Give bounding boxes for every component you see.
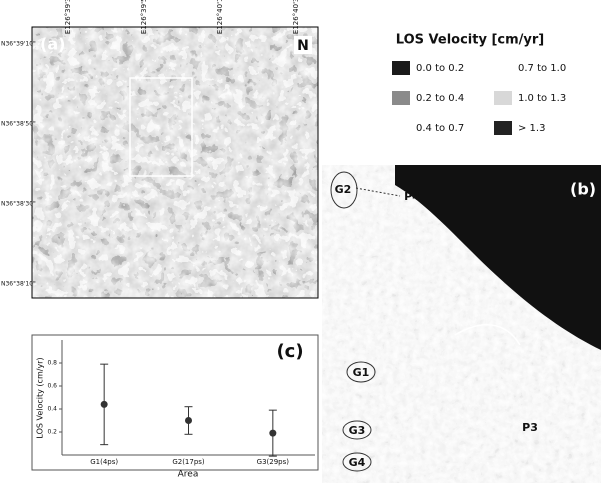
- chart-frame: [31, 334, 319, 471]
- legend-swatch: [392, 91, 410, 105]
- panel-label: (c): [276, 341, 303, 362]
- satellite-image: [32, 27, 318, 298]
- legend-label: 0.4 to 0.7: [416, 123, 464, 134]
- legend-label: 0.7 to 1.0: [518, 63, 566, 74]
- legend-label: 1.0 to 1.3: [518, 93, 566, 104]
- north-box: [294, 36, 312, 54]
- panel-label: (a): [40, 35, 65, 54]
- panel-frame: [31, 26, 319, 299]
- circle: [346, 361, 376, 383]
- legend-title: LOS Velocity [cm/yr]: [396, 33, 544, 48]
- coord-label: N36°39'10": [1, 41, 36, 48]
- panel-b: (b) G2 P4 G1 G3 G4 P3: [322, 165, 601, 483]
- arrow: [355, 187, 401, 197]
- circle: [342, 420, 372, 440]
- x-tick-label: G1(4ps): [90, 458, 118, 466]
- legend-swatch: [494, 121, 512, 135]
- coord-label: E126°40'30": [292, 0, 300, 34]
- y-tick-label: 0.4: [47, 406, 57, 413]
- y-tick-label: 0.6: [47, 383, 57, 390]
- annotation: P4: [404, 190, 420, 203]
- y-axis-label: LOS Velocity (cm/yr): [36, 357, 45, 438]
- x-tick-label: G3(29ps): [257, 458, 290, 466]
- legend-swatch: [494, 91, 512, 105]
- north-label: N: [297, 38, 309, 54]
- legend-label: 0.0 to 0.2: [416, 63, 464, 74]
- study-box: [129, 77, 193, 177]
- annotation: G1: [353, 366, 370, 379]
- coord-label: E126°39'50": [140, 0, 148, 34]
- coord-label: N36°38'30": [1, 201, 36, 208]
- circle: [330, 171, 358, 209]
- y-tick-label: 0.8: [47, 360, 57, 367]
- coord-label: E126°39'30": [64, 0, 72, 34]
- x-tick-label: G2(17ps): [172, 458, 205, 466]
- top-coords: E126°39'30" E126°39'50" E126°40'10" E126°40…: [64, 0, 300, 34]
- annotation: G2: [335, 183, 352, 196]
- contour: [454, 324, 521, 346]
- point: [269, 429, 277, 437]
- legend-label: > 1.3: [518, 123, 545, 134]
- y-tick-label: 0.2: [47, 429, 57, 436]
- coord-label: E126°40'10": [216, 0, 224, 34]
- legend-label: 0.2 to 0.4: [416, 93, 464, 104]
- x-axis-label: Area: [178, 470, 199, 480]
- coord-label: N36°38'10": [1, 281, 36, 288]
- annotation: P3: [522, 421, 538, 434]
- legend: 0.0 to 0.2 0.7 to 1.0 0.2 to 0.4 1.0 to 1.3…: [392, 61, 566, 135]
- panel-label: (b): [570, 180, 596, 199]
- annotation: G4: [349, 456, 366, 469]
- point: [100, 400, 108, 408]
- coord-label: N36°38'50": [1, 121, 36, 128]
- circle: [342, 452, 372, 472]
- legend-swatch: [392, 61, 410, 75]
- annotation: G3: [349, 424, 366, 437]
- dark-region: [395, 165, 601, 350]
- left-coords: N36°39'10" N36°38'50" N36°38'30" N36°38'10": [1, 41, 36, 288]
- point: [185, 417, 192, 424]
